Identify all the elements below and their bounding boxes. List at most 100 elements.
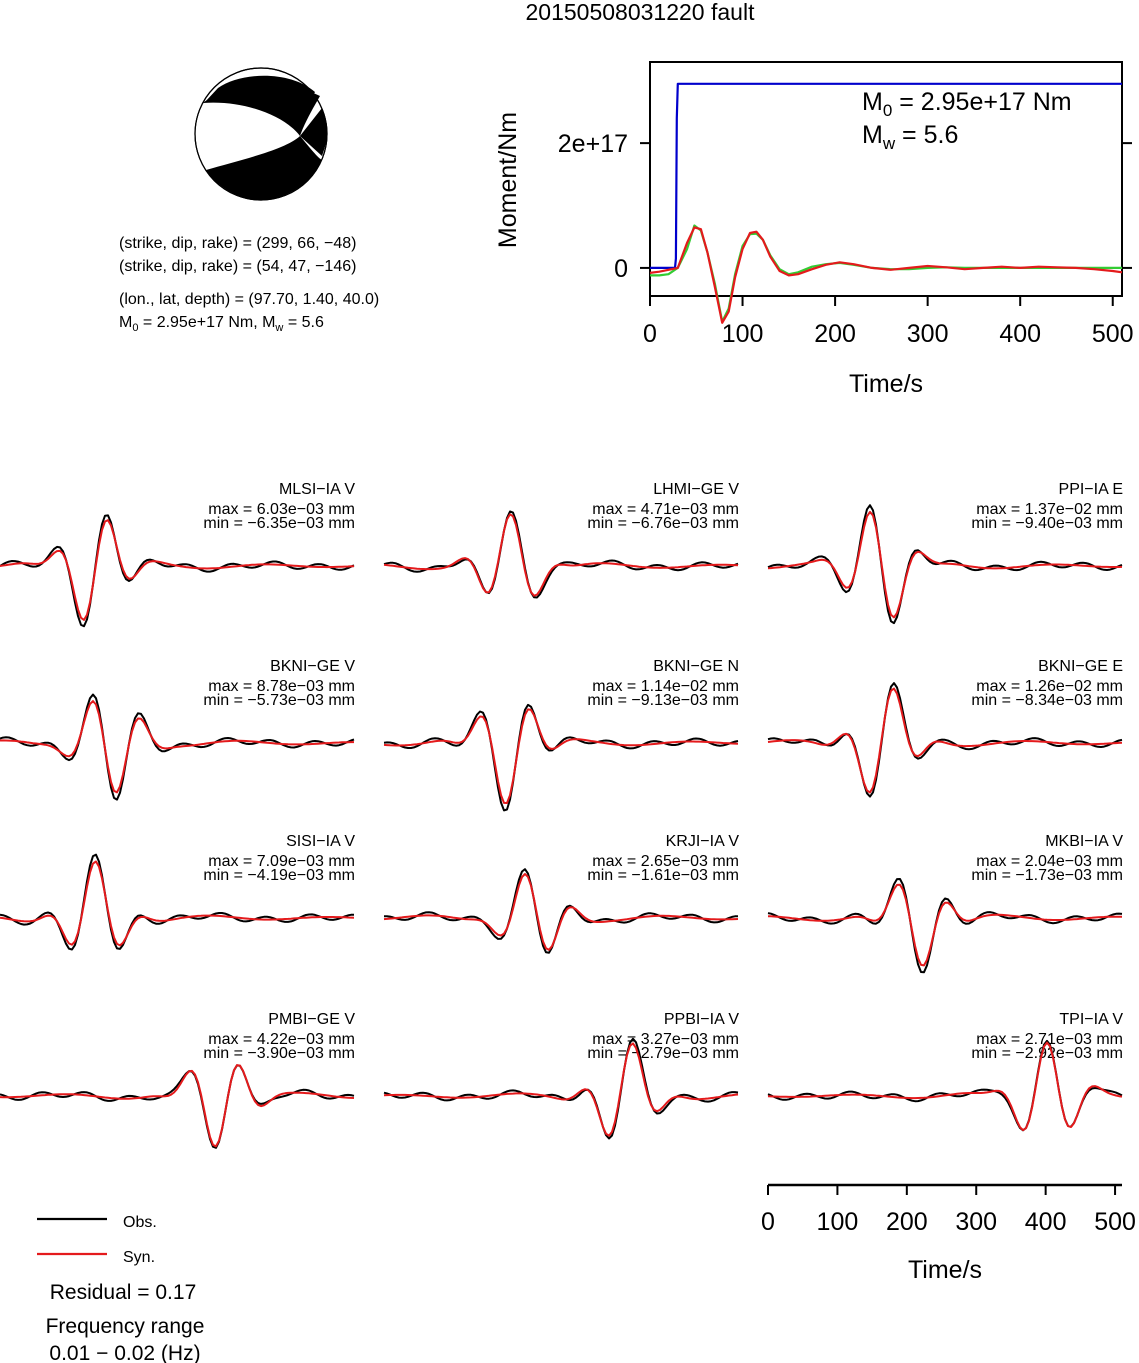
nodal-plane-2: (strike, dip, rake) = (54, 47, −146) — [119, 258, 356, 275]
station-max: max = 2.71e−03 mm — [976, 1031, 1123, 1048]
frequency-title: Frequency range — [46, 1315, 205, 1338]
moment-xtick-label: 500 — [1092, 320, 1134, 348]
legend: Obs. Syn. Residual = 0.17 Frequency rang… — [37, 1214, 204, 1363]
moment-summary: M0 = 2.95e+17 Nm, Mw = 5.6 — [119, 314, 324, 334]
station-min: min = −1.61e−03 mm — [587, 867, 739, 884]
observed-trace — [767, 878, 1123, 974]
waveform-xtick-label: 400 — [1025, 1208, 1067, 1236]
station-max: max = 2.04e−03 mm — [976, 853, 1123, 870]
synthetic-trace — [383, 873, 739, 951]
moment-m0-label: M0 = 2.95e+17 Nm — [862, 88, 1072, 120]
observed-trace — [383, 703, 739, 812]
station-name: LHMI−GE V — [653, 481, 739, 498]
station-min: min = −5.73e−03 mm — [203, 692, 355, 709]
station-min: min = −1.73e−03 mm — [971, 867, 1123, 884]
station-name: PPBI−IA V — [664, 1011, 739, 1028]
synthetic-trace — [383, 708, 739, 804]
moment-series-red — [649, 226, 1123, 324]
moment-panel: 0 100 200 300 400 500 0 2e+17 M0 = 2.95e+17 Nm… — [494, 61, 1134, 398]
waveform-xtick-label: 200 — [886, 1208, 928, 1236]
figure-title: 20150508031220 fault — [526, 0, 756, 25]
moment-ylabel: Moment/Nm — [494, 112, 522, 248]
nodal-plane-1: (strike, dip, rake) = (299, 66, −48) — [119, 235, 356, 252]
station-min: min = −3.90e−03 mm — [203, 1045, 355, 1062]
station-min: min = −2.79e−03 mm — [587, 1045, 739, 1062]
moment-xtick-label: 0 — [643, 320, 657, 348]
waveform-time-axis: 0 100 200 300 400 500 Time/s — [761, 1183, 1136, 1284]
waveform-xtick-label: 500 — [1094, 1208, 1136, 1236]
station-max: max = 4.22e−03 mm — [208, 1031, 355, 1048]
moment-ytick-label: 0 — [614, 255, 628, 283]
legend-syn-label: Syn. — [123, 1249, 155, 1266]
station-name: BKNI−GE V — [270, 658, 355, 675]
synthetic-trace — [767, 510, 1123, 619]
synthetic-trace — [0, 700, 354, 794]
moment-xlabel: Time/s — [849, 370, 923, 398]
moment-plot-frame — [649, 61, 1123, 297]
beachball — [194, 67, 328, 201]
waveform-xtick-label: 100 — [817, 1208, 859, 1236]
station-min: min = −6.35e−03 mm — [203, 515, 355, 532]
moment-series-blue — [650, 82, 1122, 269]
station-min: min = −6.76e−03 mm — [587, 515, 739, 532]
moment-series-green — [650, 224, 1122, 323]
station-name: PMBI−GE V — [268, 1011, 355, 1028]
station-min: min = −9.40e−03 mm — [971, 515, 1123, 532]
legend-obs-label: Obs. — [123, 1214, 157, 1231]
station-max: max = 1.14e−02 mm — [592, 678, 739, 695]
waveform-xtick-label: 300 — [955, 1208, 997, 1236]
station-name: PPI−IA E — [1059, 481, 1123, 498]
station-max: max = 6.03e−03 mm — [208, 501, 355, 518]
synthetic-trace — [0, 860, 355, 947]
station-name: BKNI−GE N — [653, 658, 739, 675]
waveform-xtick-label: 0 — [761, 1208, 775, 1236]
station-max: max = 8.78e−03 mm — [208, 678, 355, 695]
station-name: MLSI−IA V — [279, 481, 355, 498]
moment-xtick-label: 400 — [999, 320, 1041, 348]
station-max: max = 2.65e−03 mm — [592, 853, 739, 870]
moment-xtick-label: 100 — [722, 320, 764, 348]
beachball-compressional-quadrant-lower — [206, 136, 322, 200]
moment-mw-label: Mw = 5.6 — [862, 121, 958, 153]
station-max: max = 1.37e−02 mm — [976, 501, 1123, 518]
station-name: MKBI−IA V — [1045, 833, 1123, 850]
observed-trace — [0, 514, 355, 628]
synthetic-trace — [383, 513, 739, 597]
residual-value: Residual = 0.17 — [50, 1281, 197, 1304]
station-min: min = −2.92e−03 mm — [971, 1045, 1123, 1062]
waveform-xlabel: Time/s — [908, 1256, 982, 1284]
moment-ytick-label: 2e+17 — [558, 130, 628, 158]
synthetic-trace — [767, 687, 1123, 794]
synthetic-trace — [767, 1041, 1123, 1132]
synthetic-trace — [0, 519, 355, 621]
frequency-value: 0.01 − 0.02 (Hz) — [49, 1342, 200, 1363]
moment-xtick-label: 300 — [907, 320, 949, 348]
station-max: max = 4.71e−03 mm — [592, 501, 739, 518]
station-min: min = −8.34e−03 mm — [971, 692, 1123, 709]
station-min: min = −9.13e−03 mm — [587, 692, 739, 709]
synthetic-trace — [0, 1064, 355, 1148]
observed-trace — [383, 510, 739, 599]
station-name: KRJI−IA V — [666, 833, 740, 850]
observed-trace — [767, 504, 1123, 625]
station-min: min = −4.19e−03 mm — [203, 867, 355, 884]
synthetic-trace — [767, 883, 1122, 967]
source-location: (lon., lat, depth) = (97.70, 1.40, 40.0) — [119, 291, 379, 308]
station-name: SISI−IA V — [286, 833, 355, 850]
observed-trace — [0, 1064, 355, 1149]
station-max: max = 1.26e−02 mm — [976, 678, 1123, 695]
station-name: TPI−IA V — [1059, 1011, 1123, 1028]
